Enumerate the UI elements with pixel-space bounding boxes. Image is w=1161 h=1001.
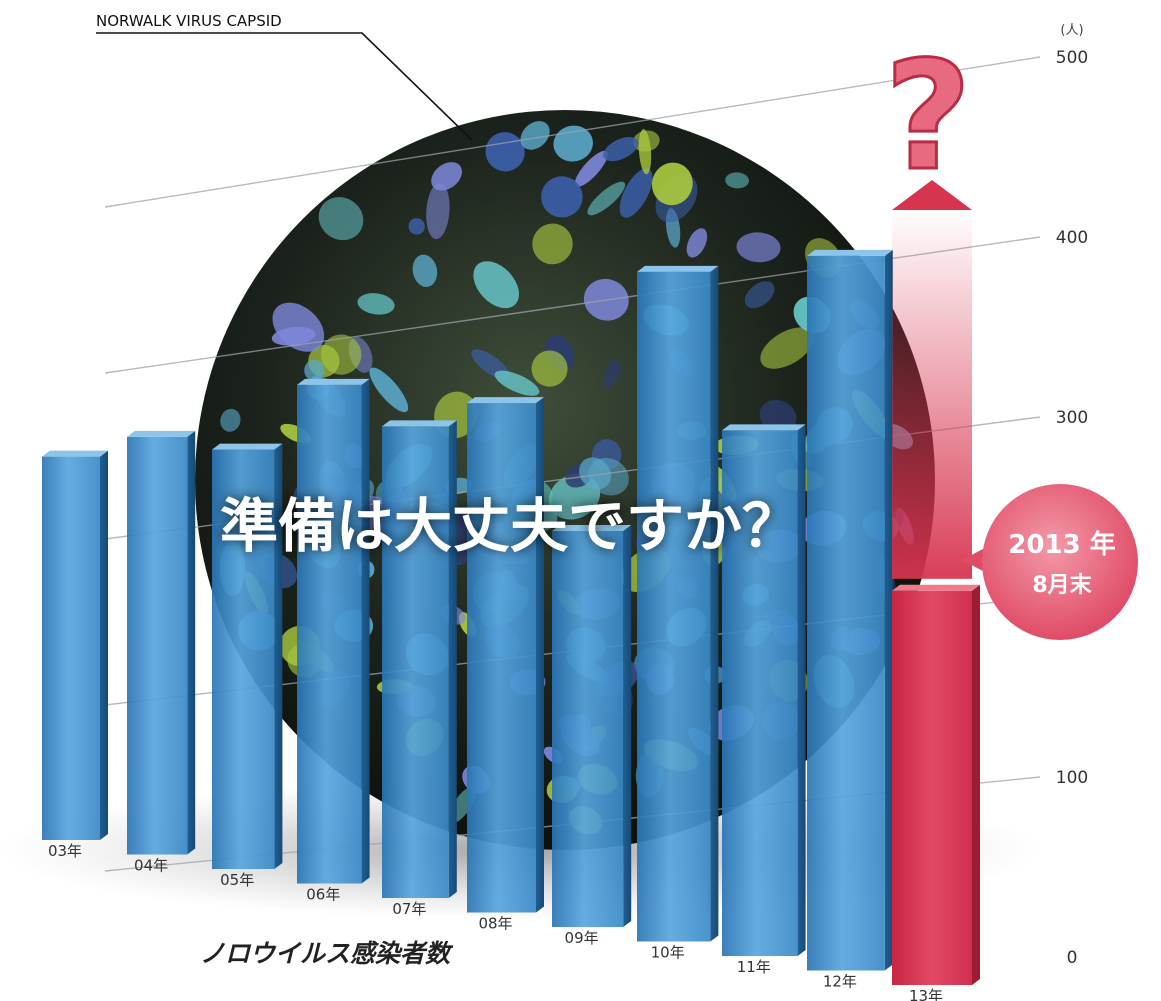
x-tick-label: 06年 [306, 886, 340, 904]
x-tick-label: 13年 [909, 987, 943, 1001]
bar [637, 265, 719, 942]
x-tick-label: 07年 [392, 900, 426, 918]
bar [722, 424, 806, 956]
x-tick-label: 05年 [220, 871, 254, 889]
bar [297, 378, 370, 884]
virus-label-leader [96, 32, 473, 141]
callout-bubble: 2013 年 8月末 [962, 484, 1138, 640]
y-axis-unit: (人) [1060, 23, 1083, 38]
x-tick-label: 04年 [134, 857, 168, 875]
bar [552, 525, 632, 927]
y-tick-label: 500 [1056, 48, 1088, 68]
y-tick-label: 300 [1056, 408, 1088, 428]
bar [382, 420, 457, 898]
x-axis-ticks: 03年 04年 05年 06年 07年 08年 09年 10年 11年 12年 13年 [48, 842, 943, 1001]
overlay-headline: 準備は大丈夫ですか？ [220, 492, 800, 560]
x-tick-label: 08年 [478, 915, 512, 933]
bar [467, 397, 544, 913]
y-tick-label: 0 [1067, 948, 1078, 968]
callout-month: 8月末 [1032, 573, 1092, 598]
bar [212, 443, 283, 869]
y-tick-label: 100 [1056, 768, 1088, 788]
bars [42, 180, 980, 985]
bar [42, 450, 108, 840]
virus-label: NORWALK VIRUS CAPSID [96, 12, 282, 30]
x-tick-label: 11年 [737, 958, 771, 976]
bar-highlight [892, 180, 980, 985]
x-tick-label: 12年 [823, 973, 857, 991]
y-tick-label: 400 [1056, 228, 1088, 248]
x-tick-label: 03年 [48, 842, 82, 860]
callout-year: 2013 年 [1008, 529, 1115, 560]
question-mark: ? [884, 30, 971, 204]
bar [807, 249, 893, 971]
bar [127, 430, 196, 855]
x-tick-label: 10年 [651, 944, 685, 962]
x-tick-label: 09年 [565, 929, 599, 947]
chart-title: ノロウイルス感染者数 [200, 939, 454, 968]
